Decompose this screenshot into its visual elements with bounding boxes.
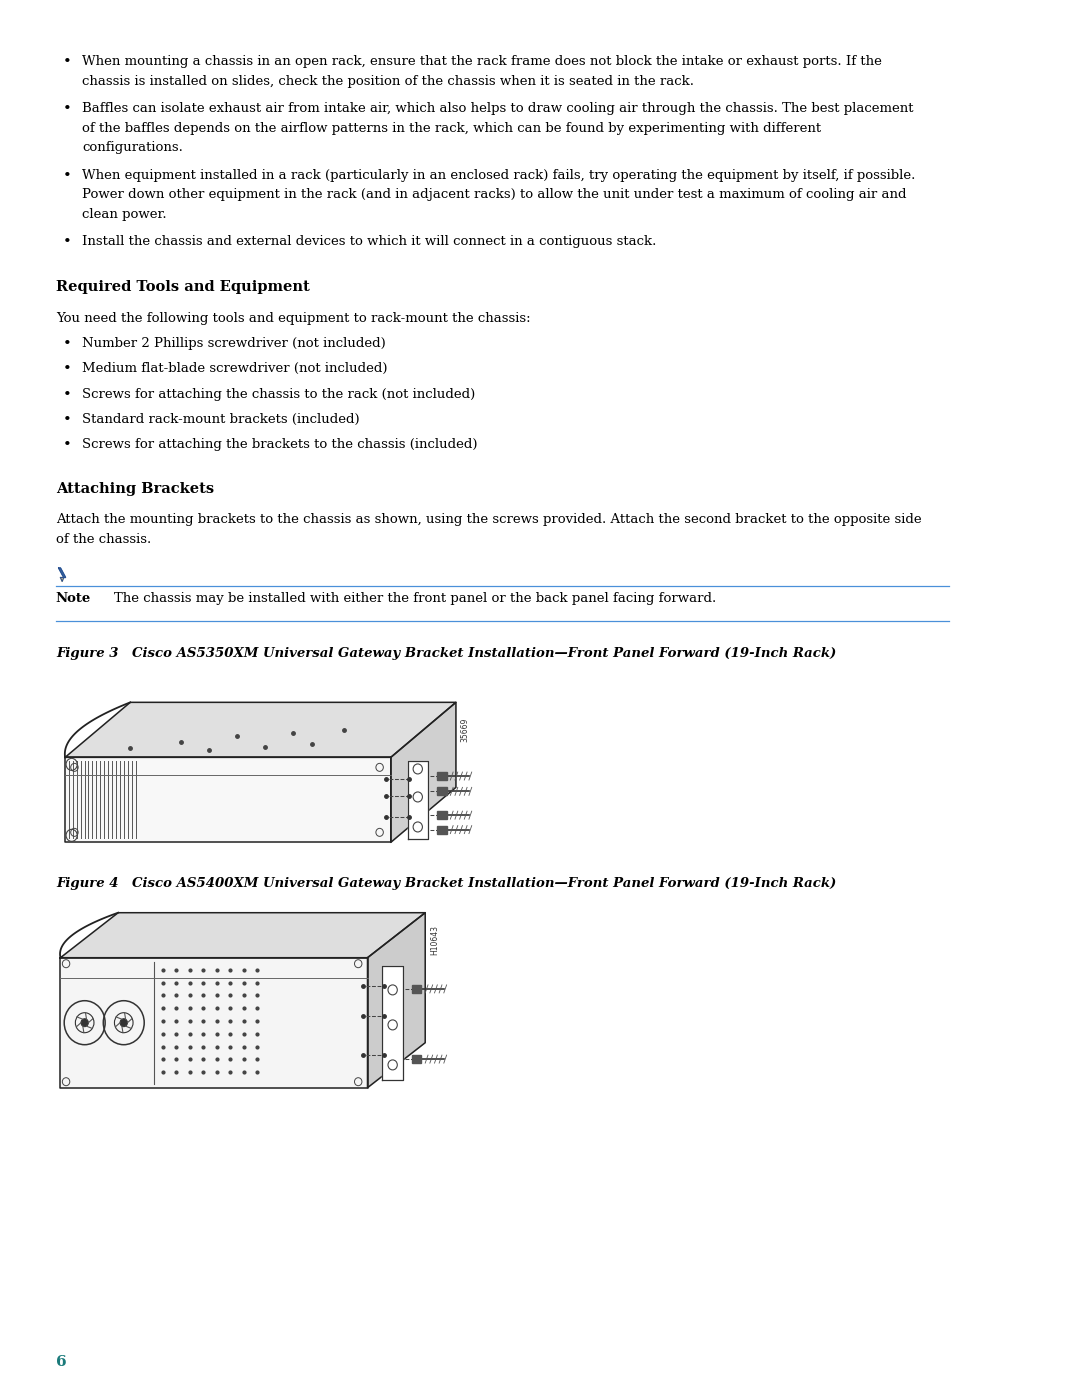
Text: When mounting a chassis in an open rack, ensure that the rack frame does not blo: When mounting a chassis in an open rack,… — [82, 54, 881, 68]
Polygon shape — [65, 703, 456, 757]
Text: •: • — [63, 337, 71, 351]
Polygon shape — [65, 757, 391, 842]
Text: Cisco AS5350XM Universal Gateway Bracket Installation—Front Panel Forward (19-In: Cisco AS5350XM Universal Gateway Bracket… — [132, 647, 836, 659]
Text: Note: Note — [56, 591, 91, 605]
Text: Figure 3: Figure 3 — [56, 647, 119, 659]
Text: 35669: 35669 — [460, 718, 470, 742]
Text: Number 2 Phillips screwdriver (not included): Number 2 Phillips screwdriver (not inclu… — [82, 337, 386, 351]
Text: Cisco AS5400XM Universal Gateway Bracket Installation—Front Panel Forward (19-In: Cisco AS5400XM Universal Gateway Bracket… — [132, 877, 836, 890]
Text: •: • — [63, 102, 71, 116]
Text: •: • — [63, 388, 71, 402]
Text: chassis is installed on slides, check the position of the chassis when it is sea: chassis is installed on slides, check th… — [82, 74, 693, 88]
Polygon shape — [437, 773, 447, 780]
Polygon shape — [437, 826, 447, 834]
Text: When equipment installed in a rack (particularly in an enclosed rack) fails, try: When equipment installed in a rack (part… — [82, 169, 915, 182]
Polygon shape — [391, 703, 456, 842]
Text: of the baffles depends on the airflow patterns in the rack, which can be found b: of the baffles depends on the airflow pa… — [82, 122, 821, 134]
Text: •: • — [63, 169, 71, 183]
Text: 6: 6 — [56, 1355, 67, 1369]
Text: Baffles can isolate exhaust air from intake air, which also helps to draw coolin: Baffles can isolate exhaust air from int… — [82, 102, 914, 115]
Polygon shape — [413, 985, 421, 993]
Text: Medium flat-blade screwdriver (not included): Medium flat-blade screwdriver (not inclu… — [82, 362, 388, 376]
Polygon shape — [60, 958, 367, 1088]
Text: configurations.: configurations. — [82, 141, 183, 154]
Circle shape — [120, 1018, 127, 1027]
Polygon shape — [58, 569, 66, 577]
Polygon shape — [413, 1055, 421, 1063]
Text: of the chassis.: of the chassis. — [56, 532, 151, 545]
Text: •: • — [63, 414, 71, 427]
Text: The chassis may be installed with either the front panel or the back panel facin: The chassis may be installed with either… — [113, 591, 716, 605]
Text: Standard rack-mount brackets (included): Standard rack-mount brackets (included) — [82, 414, 360, 426]
Text: H10643: H10643 — [430, 925, 438, 954]
Text: You need the following tools and equipment to rack-mount the chassis:: You need the following tools and equipme… — [56, 312, 530, 324]
Text: Attach the mounting brackets to the chassis as shown, using the screws provided.: Attach the mounting brackets to the chas… — [56, 513, 921, 527]
Text: Screws for attaching the chassis to the rack (not included): Screws for attaching the chassis to the … — [82, 388, 475, 401]
Text: •: • — [63, 54, 71, 68]
Polygon shape — [437, 788, 447, 795]
Polygon shape — [60, 577, 64, 581]
Polygon shape — [437, 812, 447, 819]
Text: Attaching Brackets: Attaching Brackets — [56, 482, 214, 496]
Text: Power down other equipment in the rack (and in adjacent racks) to allow the unit: Power down other equipment in the rack (… — [82, 189, 906, 201]
Text: •: • — [63, 362, 71, 376]
Text: Install the chassis and external devices to which it will connect in a contiguou: Install the chassis and external devices… — [82, 235, 657, 249]
Polygon shape — [60, 912, 426, 958]
Polygon shape — [407, 761, 428, 840]
Polygon shape — [382, 965, 403, 1080]
Text: •: • — [63, 235, 71, 249]
Text: •: • — [63, 439, 71, 453]
Text: Figure 4: Figure 4 — [56, 877, 119, 890]
Polygon shape — [367, 912, 426, 1088]
Text: clean power.: clean power. — [82, 208, 166, 221]
Text: Required Tools and Equipment: Required Tools and Equipment — [56, 281, 310, 295]
Circle shape — [81, 1018, 89, 1027]
Text: Screws for attaching the brackets to the chassis (included): Screws for attaching the brackets to the… — [82, 439, 477, 451]
